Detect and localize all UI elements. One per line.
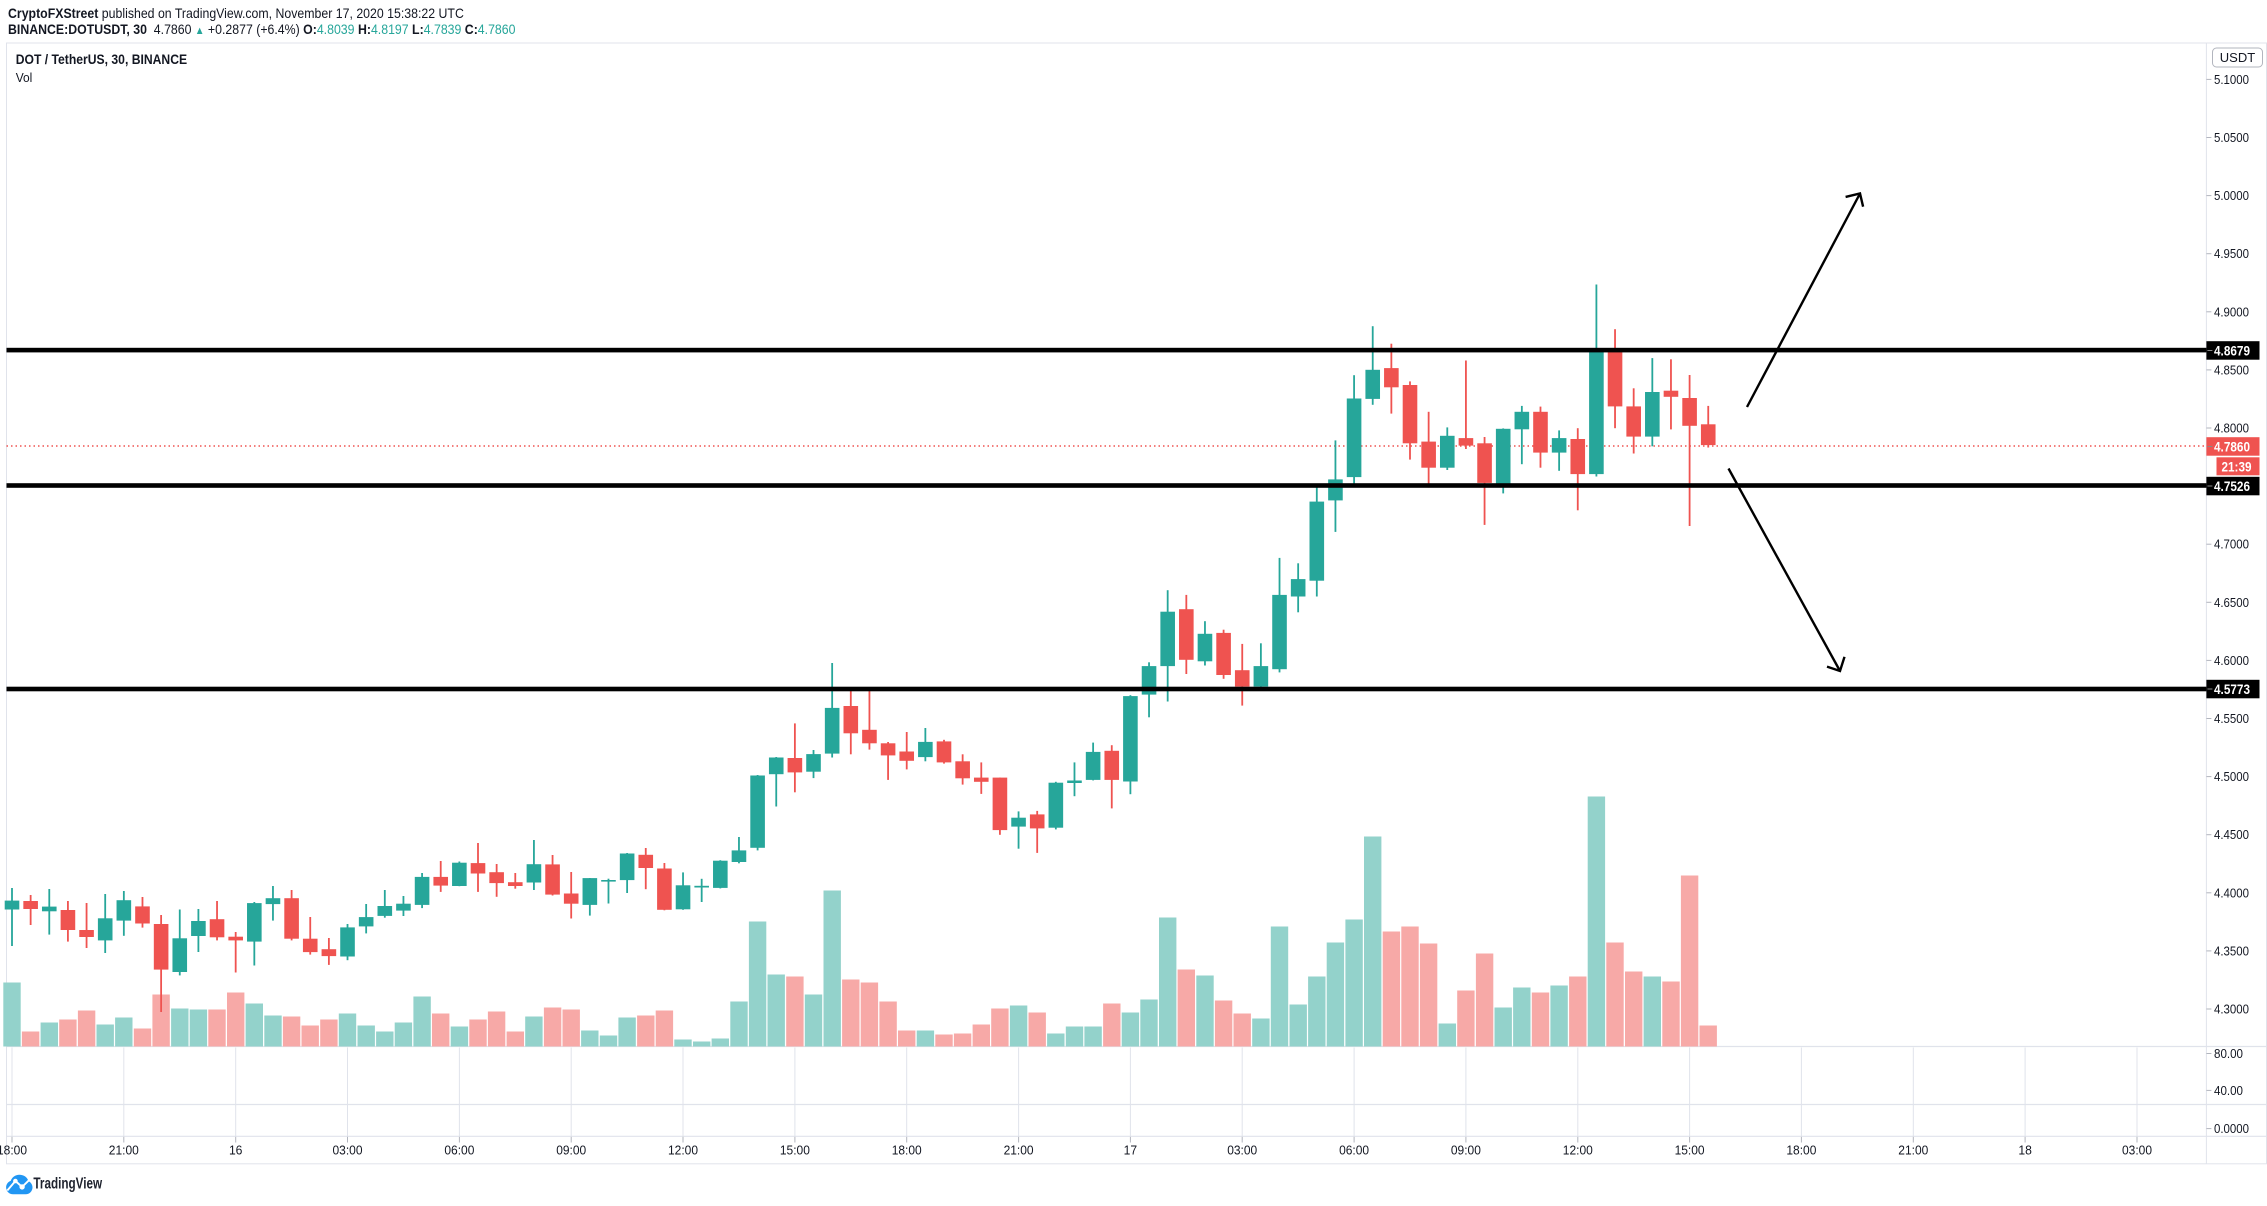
svg-text:4.9500: 4.9500 bbox=[2214, 246, 2249, 261]
svg-text:12:00: 12:00 bbox=[668, 1143, 698, 1158]
svg-text:18:00: 18:00 bbox=[1786, 1143, 1816, 1158]
svg-text:18:00: 18:00 bbox=[892, 1143, 922, 1158]
svg-text:09:00: 09:00 bbox=[1451, 1143, 1481, 1158]
svg-text:5.1000: 5.1000 bbox=[2214, 72, 2249, 87]
svg-text:4.8679: 4.8679 bbox=[2214, 344, 2250, 359]
svg-text:80.00: 80.00 bbox=[2214, 1046, 2243, 1061]
svg-text:06:00: 06:00 bbox=[444, 1143, 474, 1158]
svg-text:4.5773: 4.5773 bbox=[2214, 682, 2250, 697]
svg-text:40.00: 40.00 bbox=[2214, 1083, 2243, 1098]
svg-text:4.7860: 4.7860 bbox=[2214, 440, 2250, 455]
svg-text:4.7000: 4.7000 bbox=[2214, 537, 2249, 552]
svg-text:5.0000: 5.0000 bbox=[2214, 188, 2249, 203]
svg-text:21:00: 21:00 bbox=[109, 1143, 139, 1158]
svg-text:4.9000: 4.9000 bbox=[2214, 304, 2249, 319]
svg-text:12:00: 12:00 bbox=[1563, 1143, 1593, 1158]
svg-text:21:00: 21:00 bbox=[1898, 1143, 1928, 1158]
svg-text:4.5000: 4.5000 bbox=[2214, 769, 2249, 784]
svg-text:18: 18 bbox=[2018, 1143, 2032, 1158]
svg-text:4.6000: 4.6000 bbox=[2214, 653, 2249, 668]
svg-text:17: 17 bbox=[1124, 1143, 1138, 1158]
svg-text:4.4500: 4.4500 bbox=[2214, 827, 2249, 842]
svg-text:15:00: 15:00 bbox=[1675, 1143, 1705, 1158]
svg-text:4.8000: 4.8000 bbox=[2214, 421, 2249, 436]
svg-text:4.6500: 4.6500 bbox=[2214, 595, 2249, 610]
svg-text:USDT: USDT bbox=[2220, 50, 2255, 65]
svg-text:0.0000: 0.0000 bbox=[2214, 1121, 2249, 1136]
svg-text:5.0500: 5.0500 bbox=[2214, 130, 2249, 145]
svg-text:09:00: 09:00 bbox=[556, 1143, 586, 1158]
svg-text:TradingView: TradingView bbox=[33, 1175, 102, 1192]
svg-text:15:00: 15:00 bbox=[780, 1143, 810, 1158]
svg-text:Vol: Vol bbox=[16, 71, 33, 86]
svg-text:4.5500: 4.5500 bbox=[2214, 711, 2249, 726]
svg-text:03:00: 03:00 bbox=[2122, 1143, 2152, 1158]
svg-text:21:39: 21:39 bbox=[2222, 459, 2252, 474]
svg-text:4.7526: 4.7526 bbox=[2214, 479, 2250, 494]
svg-text:21:00: 21:00 bbox=[1004, 1143, 1034, 1158]
svg-text:03:00: 03:00 bbox=[1227, 1143, 1257, 1158]
svg-text:DOT / TetherUS, 30, BINANCE: DOT / TetherUS, 30, BINANCE bbox=[16, 51, 188, 67]
svg-text:4.3500: 4.3500 bbox=[2214, 943, 2249, 958]
svg-text:03:00: 03:00 bbox=[333, 1143, 363, 1158]
svg-text:4.3000: 4.3000 bbox=[2214, 1002, 2249, 1017]
svg-text:06:00: 06:00 bbox=[1339, 1143, 1369, 1158]
svg-text:18:00: 18:00 bbox=[0, 1143, 27, 1158]
svg-text:4.4000: 4.4000 bbox=[2214, 885, 2249, 900]
svg-text:4.8500: 4.8500 bbox=[2214, 362, 2249, 377]
svg-text:16: 16 bbox=[229, 1143, 243, 1158]
